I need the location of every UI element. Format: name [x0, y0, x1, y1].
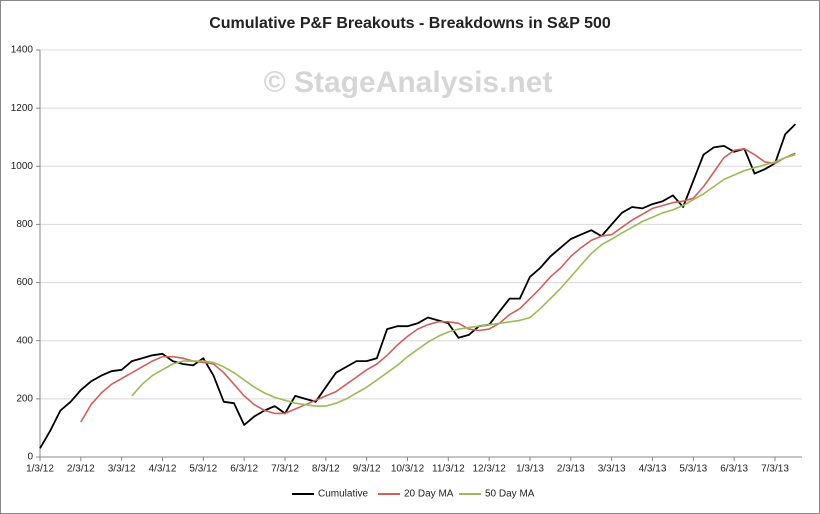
y-tick-label: 0 [27, 452, 33, 463]
chart-title: Cumulative P&F Breakouts - Breakdowns in… [209, 15, 611, 32]
x-tick-label: 6/3/13 [720, 464, 748, 475]
x-tick-label: 4/3/12 [149, 464, 177, 475]
x-tick-label: 5/3/13 [679, 464, 707, 475]
x-tick-label: 10/3/12 [391, 464, 425, 475]
legend-label: Cumulative [318, 489, 368, 500]
x-tick-label: 11/3/12 [432, 464, 465, 475]
series-line [131, 153, 796, 407]
watermark: © StageAnalysis.net [264, 66, 553, 99]
x-tick-label: 1/3/12 [26, 464, 54, 475]
series-line [80, 148, 796, 423]
x-tick-label: 5/3/12 [189, 464, 217, 475]
x-tick-label: 9/3/12 [353, 464, 381, 475]
x-tick-label: 7/3/13 [761, 464, 789, 475]
x-tick-label: 2/3/12 [67, 464, 95, 475]
x-tick-label: 12/3/12 [472, 464, 506, 475]
legend-label: 20 Day MA [404, 489, 454, 500]
y-tick-label: 1200 [11, 103, 34, 114]
x-tick-label: 4/3/13 [639, 464, 667, 475]
x-tick-label: 3/3/12 [108, 464, 136, 475]
y-tick-label: 600 [16, 277, 33, 288]
legend-label: 50 Day MA [485, 489, 535, 500]
x-tick-label: 8/3/12 [312, 464, 340, 475]
x-tick-label: 6/3/12 [230, 464, 258, 475]
x-tick-label: 1/3/13 [516, 464, 544, 475]
x-tick-label: 2/3/13 [557, 464, 585, 475]
y-tick-label: 1400 [11, 45, 34, 56]
y-tick-label: 1000 [11, 161, 34, 172]
y-tick-label: 200 [16, 393, 33, 404]
y-tick-label: 400 [16, 335, 33, 346]
y-tick-label: 800 [16, 219, 33, 230]
x-tick-label: 7/3/12 [271, 464, 299, 475]
x-tick-label: 3/3/13 [598, 464, 626, 475]
